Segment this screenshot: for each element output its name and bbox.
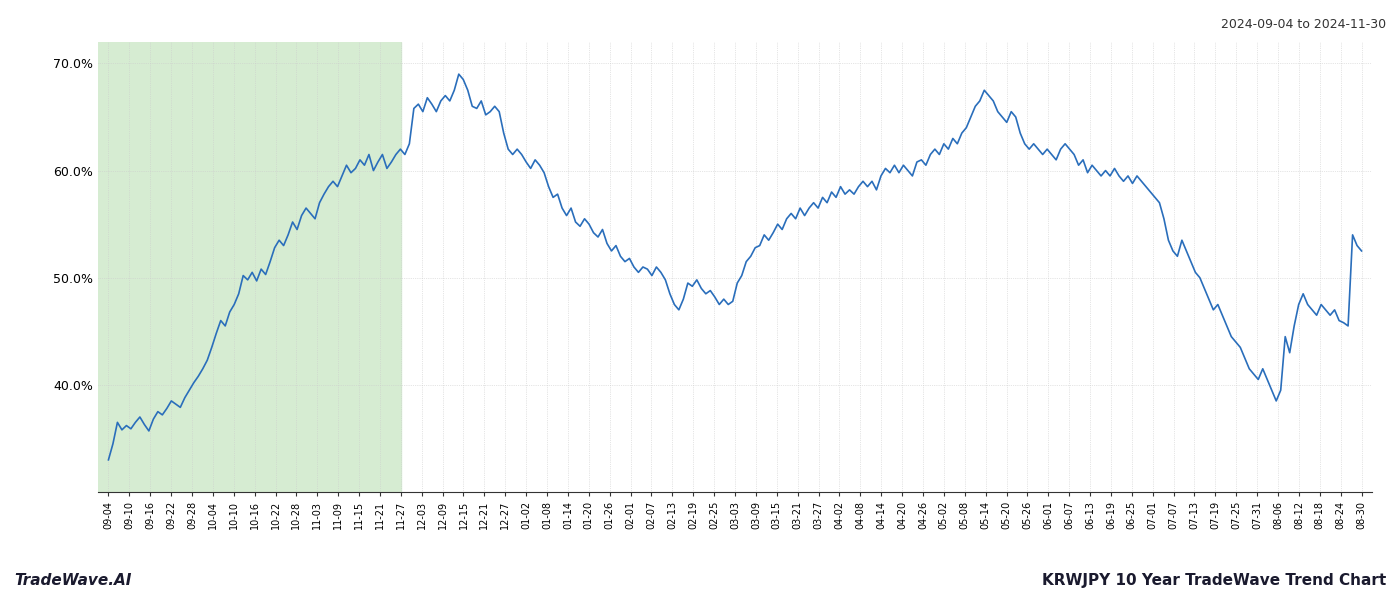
Bar [98,42,400,492]
Text: TradeWave.AI: TradeWave.AI [14,573,132,588]
Text: KRWJPY 10 Year TradeWave Trend Chart: KRWJPY 10 Year TradeWave Trend Chart [1042,573,1386,588]
Text: 2024-09-04 to 2024-11-30: 2024-09-04 to 2024-11-30 [1221,18,1386,31]
